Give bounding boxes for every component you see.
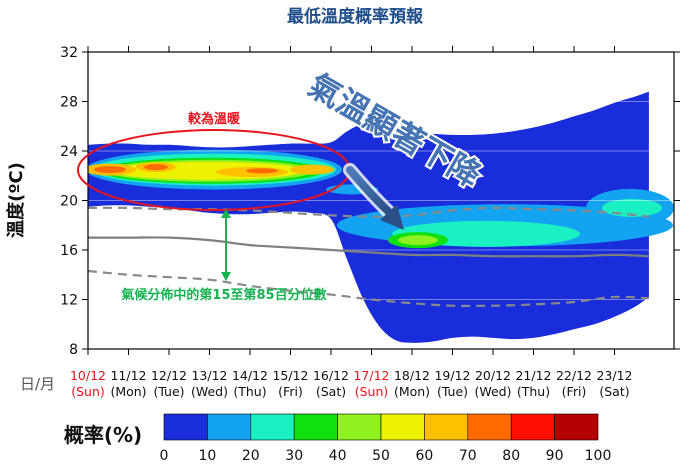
colorbar-tick-20: 20 bbox=[242, 448, 260, 464]
y-tick-label-32: 32 bbox=[60, 45, 78, 61]
series-line-1 bbox=[88, 236, 649, 258]
band-warm-70-80-c bbox=[246, 168, 278, 174]
x-tick-date-6: 16/12 bbox=[313, 368, 349, 383]
y-axis-label: 溫度(ºC) bbox=[5, 162, 27, 238]
colorbar-swatch-9 bbox=[554, 413, 599, 441]
y-tick-label-24: 24 bbox=[60, 144, 78, 160]
x-tick-dow-13: (Sat) bbox=[599, 384, 629, 399]
x-tick-date-2: 12/12 bbox=[151, 368, 187, 383]
x-tick-date-10: 20/12 bbox=[475, 368, 511, 383]
y-tick-label-12: 12 bbox=[60, 293, 78, 309]
x-tick-date-7: 17/12 bbox=[353, 368, 389, 383]
x-tick-dow-11: (Thu) bbox=[517, 384, 550, 399]
series-line-2 bbox=[87, 269, 649, 308]
x-tick-dow-7: (Sun) bbox=[355, 384, 389, 399]
colorbar-swatch-4 bbox=[337, 413, 382, 441]
y-tick-label-28: 28 bbox=[60, 95, 78, 111]
colorbar-tick-50: 50 bbox=[372, 448, 390, 464]
x-tick-dow-6: (Sat) bbox=[316, 384, 346, 399]
colorbar-swatch-2 bbox=[250, 413, 295, 441]
axes: 812162024283210/12(Sun)11/12(Mon)12/12(T… bbox=[60, 45, 680, 399]
colorbar-tick-40: 40 bbox=[329, 448, 347, 464]
x-tick-date-9: 19/12 bbox=[434, 368, 470, 383]
colorbar-tick-100: 100 bbox=[585, 448, 612, 464]
colorbar-tick-90: 90 bbox=[546, 448, 564, 464]
x-tick-date-12: 22/12 bbox=[556, 368, 592, 383]
x-tick-date-1: 11/12 bbox=[110, 368, 146, 383]
x-tick-dow-3: (Wed) bbox=[191, 384, 228, 399]
colorbar: 0 10 20 30 40 50 60 70 80 90 100 bbox=[160, 413, 612, 464]
band-warm-70-80-a bbox=[94, 166, 126, 174]
band-cool-40-50 bbox=[398, 235, 438, 246]
x-tick-date-13: 23/12 bbox=[596, 368, 632, 383]
x-tick-dow-9: (Tue) bbox=[437, 384, 468, 399]
y-tick-label-8: 8 bbox=[69, 342, 78, 358]
x-tick-dow-0: (Sun) bbox=[71, 384, 105, 399]
percentile-range-bottom-arrow bbox=[221, 272, 231, 281]
x-tick-date-0: 10/12 bbox=[70, 368, 106, 383]
band-warm-60-70-d bbox=[290, 164, 334, 175]
x-tick-dow-10: (Wed) bbox=[474, 384, 511, 399]
x-tick-dow-8: (Mon) bbox=[394, 384, 430, 399]
x-tick-date-3: 13/12 bbox=[191, 368, 227, 383]
colorbar-swatch-5 bbox=[380, 413, 425, 441]
colorbar-tick-70: 70 bbox=[459, 448, 477, 464]
chart-title: 最低溫度概率預報 bbox=[287, 6, 424, 27]
x-tick-date-8: 18/12 bbox=[394, 368, 430, 383]
colorbar-tick-10: 10 bbox=[198, 448, 216, 464]
colorbar-swatch-6 bbox=[424, 413, 469, 441]
band-warm-70-80-b bbox=[144, 164, 168, 171]
colorbar-swatch-1 bbox=[207, 413, 252, 441]
percentile-label: 氣候分佈中的第15至第85百分位數 bbox=[121, 287, 326, 303]
colorbar-label: 概率(%) bbox=[64, 423, 142, 447]
y-tick-label-16: 16 bbox=[60, 243, 78, 259]
colorbar-tick-30: 30 bbox=[285, 448, 303, 464]
x-tick-date-4: 14/12 bbox=[232, 368, 268, 383]
colorbar-tick-0: 0 bbox=[160, 448, 169, 464]
colorbar-tick-80: 80 bbox=[502, 448, 520, 464]
x-axis-label: 日/月 bbox=[20, 375, 55, 393]
y-tick-label-20: 20 bbox=[60, 194, 78, 210]
colorbar-swatch-0 bbox=[163, 413, 208, 441]
x-tick-dow-2: (Tue) bbox=[153, 384, 184, 399]
x-tick-dow-1: (Mon) bbox=[110, 384, 146, 399]
colorbar-swatch-7 bbox=[467, 413, 512, 441]
colorbar-swatch-8 bbox=[510, 413, 555, 441]
percentile-range-top-arrow bbox=[221, 209, 231, 218]
grid bbox=[88, 101, 674, 300]
x-tick-date-11: 21/12 bbox=[515, 368, 551, 383]
x-tick-dow-12: (Fri) bbox=[562, 384, 587, 399]
colorbar-tick-60: 60 bbox=[415, 448, 433, 464]
x-tick-dow-4: (Thu) bbox=[233, 384, 266, 399]
drop-arrow-shaft bbox=[346, 166, 394, 217]
x-tick-date-5: 15/12 bbox=[272, 368, 308, 383]
x-tick-dow-5: (Fri) bbox=[278, 384, 303, 399]
colorbar-swatch-3 bbox=[293, 413, 338, 441]
drop-arrow-head bbox=[380, 204, 404, 230]
warm-label: 較為溫暖 bbox=[188, 111, 241, 127]
